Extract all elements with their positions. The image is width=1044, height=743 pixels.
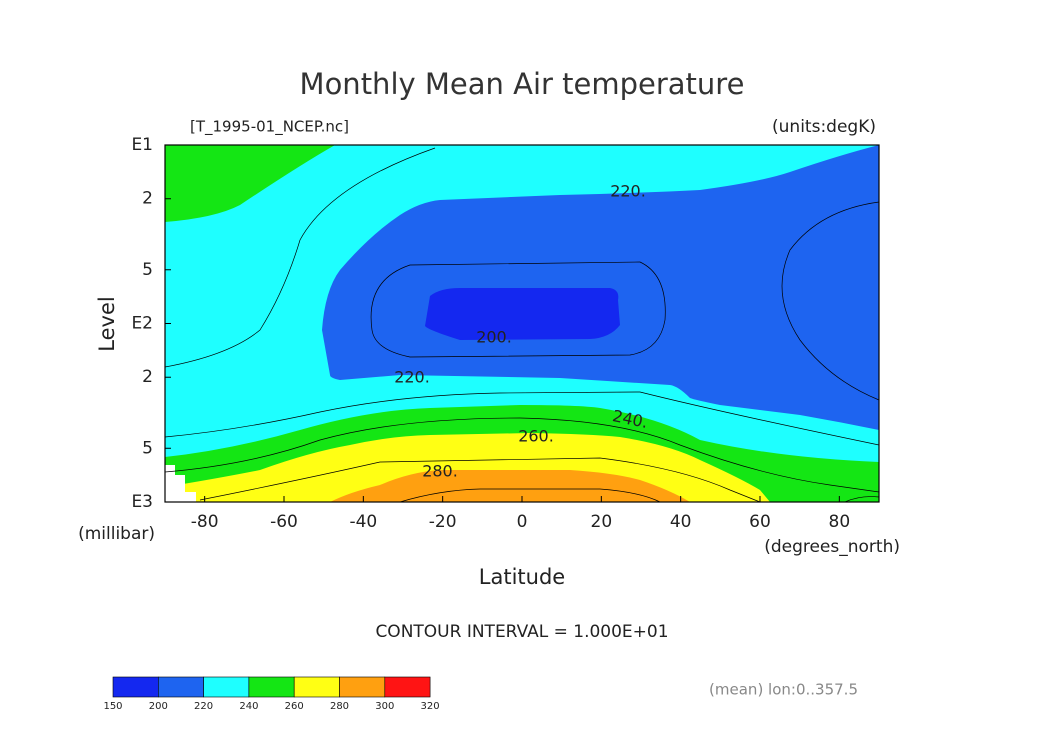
colorbar-swatch bbox=[112, 676, 159, 698]
contour-label: 220. bbox=[610, 182, 646, 201]
footer-note: (mean) lon:0..357.5 bbox=[709, 681, 858, 699]
colorbar-label: 320 bbox=[421, 701, 440, 712]
contour-line bbox=[370, 261, 666, 358]
y-tick-label: 2 bbox=[142, 189, 153, 209]
colorbar-label: 200 bbox=[149, 701, 168, 712]
x-tick-label: -40 bbox=[349, 512, 377, 532]
x-tick-label: 0 bbox=[517, 512, 528, 532]
colorbar-swatch bbox=[384, 676, 431, 698]
contour-fills bbox=[165, 145, 879, 502]
y-axis-title: Level bbox=[95, 296, 119, 351]
contour-line bbox=[844, 496, 880, 503]
contour-label: 260. bbox=[518, 427, 554, 446]
contour-line bbox=[164, 391, 880, 446]
colorbar-label: 280 bbox=[330, 701, 349, 712]
contour-line bbox=[781, 201, 880, 401]
y-tick-label: 5 bbox=[142, 260, 153, 280]
contour-line bbox=[164, 417, 880, 493]
missing-area bbox=[165, 465, 196, 502]
units-label: (units:degK) bbox=[772, 117, 876, 137]
contour-lines bbox=[164, 147, 880, 503]
y-tick-label: E2 bbox=[131, 314, 153, 334]
contour-region bbox=[165, 145, 335, 222]
y-tick-label: 5 bbox=[142, 438, 153, 458]
y-tick-label: 2 bbox=[142, 367, 153, 387]
contour-line bbox=[164, 147, 436, 368]
colorbar-label: 240 bbox=[239, 701, 258, 712]
contour-interval: CONTOUR INTERVAL = 1.000E+01 bbox=[375, 622, 668, 642]
contour-line bbox=[199, 457, 761, 503]
x-tick-label: -60 bbox=[270, 512, 298, 532]
colorbar-swatch bbox=[248, 676, 295, 698]
x-tick-label: -80 bbox=[191, 512, 219, 532]
x-tick-label: 80 bbox=[829, 512, 851, 532]
y-unit-label: (millibar) bbox=[78, 524, 155, 544]
contour-line bbox=[399, 488, 661, 503]
x-tick-label: 20 bbox=[591, 512, 613, 532]
contour-region bbox=[322, 145, 879, 430]
colorbar-swatch bbox=[339, 676, 386, 698]
contour-region bbox=[425, 288, 620, 340]
contour-label: 280. bbox=[422, 462, 458, 481]
x-unit-label: (degrees_north) bbox=[764, 537, 900, 557]
chart-title: Monthly Mean Air temperature bbox=[300, 67, 745, 101]
colorbar-label: 260 bbox=[285, 701, 304, 712]
x-tick-label: 40 bbox=[670, 512, 692, 532]
y-tick-label: E1 bbox=[131, 135, 153, 155]
x-tick-label: 60 bbox=[749, 512, 771, 532]
colorbar-swatch bbox=[293, 676, 340, 698]
contour-region bbox=[330, 470, 690, 502]
colorbar-label: 220 bbox=[194, 701, 213, 712]
contour-label: 220. bbox=[394, 368, 430, 387]
contour-label: 200. bbox=[476, 328, 512, 347]
x-axis-title: Latitude bbox=[479, 565, 565, 589]
colorbar-label: 150 bbox=[103, 701, 122, 712]
file-label: [T_1995-01_NCEP.nc] bbox=[190, 118, 349, 137]
colorbar-swatch bbox=[158, 676, 204, 698]
x-tick-label: -20 bbox=[429, 512, 457, 532]
colorbar-label: 300 bbox=[375, 701, 394, 712]
colorbar-swatch bbox=[203, 676, 250, 698]
y-tick-label: E3 bbox=[131, 492, 153, 512]
